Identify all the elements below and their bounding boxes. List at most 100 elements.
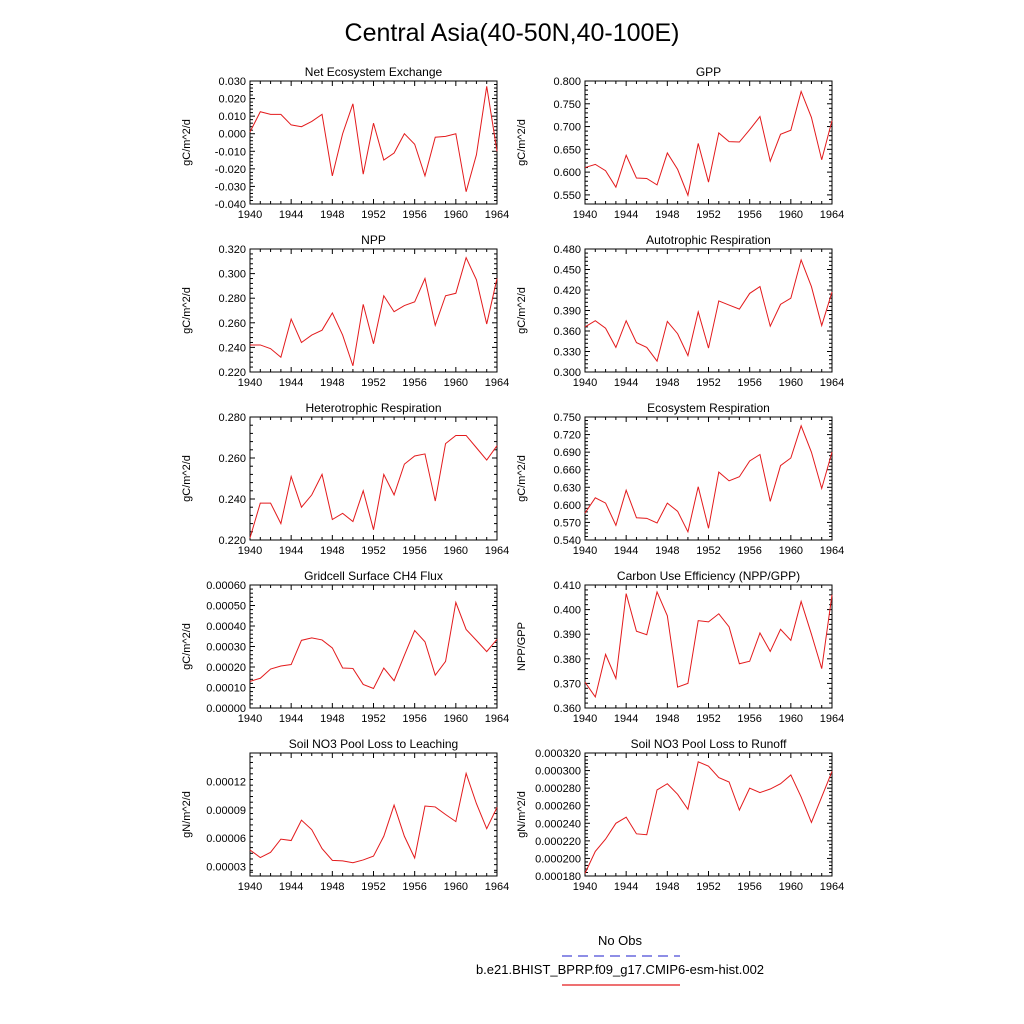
y-tick-label: 0.690 xyxy=(553,447,581,459)
y-tick-label: 0.540 xyxy=(553,535,581,547)
y-tick-label: 0.220 xyxy=(218,367,246,379)
series-line xyxy=(584,761,833,874)
plot-frame xyxy=(584,752,833,877)
x-tick-label: 1956 xyxy=(402,881,426,893)
chart-ecosystem-respiration: Ecosystem Respiration 1940 1944 1948 1952 195… xyxy=(516,401,844,557)
x-tick-label: 1960 xyxy=(444,545,468,557)
y-axis-label: gC/m^2/d xyxy=(181,455,193,502)
series-line xyxy=(249,600,498,690)
x-tick-label: 1940 xyxy=(238,713,262,725)
y-tick-label: 0.300 xyxy=(553,367,581,379)
chart-title: Net Ecosystem Exchange xyxy=(305,65,443,79)
y-tick-label: 0.750 xyxy=(553,412,581,424)
y-axis-label: gC/m^2/d xyxy=(516,287,528,334)
y-tick-label: 0.020 xyxy=(218,94,246,106)
y-tick-label: 0.480 xyxy=(553,244,581,256)
x-tick-label: 1956 xyxy=(402,713,426,725)
y-tick-label: 0.360 xyxy=(553,703,581,715)
chart-soil-no3-pool-loss-to-runoff: Soil NO3 Pool Loss to Runoff 1940 1944 1948… xyxy=(516,737,844,893)
x-tick-label: 1960 xyxy=(444,713,468,725)
y-tick-label: 0.550 xyxy=(553,190,581,202)
x-tick-label: 1952 xyxy=(361,209,385,221)
x-tick-label: 1948 xyxy=(655,545,679,557)
x-tick-label: 1952 xyxy=(696,209,720,221)
x-tick-label: 1944 xyxy=(279,881,303,893)
series-line xyxy=(249,434,498,539)
y-tick-label: 0.410 xyxy=(553,580,581,592)
y-axis-label: NPP/GPP xyxy=(516,622,528,671)
y-tick-label: 0.00050 xyxy=(206,601,246,613)
x-tick-label: 1956 xyxy=(737,713,761,725)
y-tick-label: 0.030 xyxy=(218,76,246,88)
chart-title: Autotrophic Respiration xyxy=(646,233,771,247)
chart-title: Ecosystem Respiration xyxy=(647,401,770,415)
y-tick-label: 0.000180 xyxy=(535,871,581,883)
x-tick-label: 1964 xyxy=(485,545,509,557)
y-tick-label: 0.00030 xyxy=(206,642,246,654)
x-tick-label: 1964 xyxy=(820,881,844,893)
y-tick-label: 0.370 xyxy=(553,678,581,690)
y-axis-label: gN/m^2/d xyxy=(516,791,528,838)
y-tick-label: 0.000220 xyxy=(535,836,581,848)
y-tick-label: -0.030 xyxy=(215,181,246,193)
x-tick-label: 1952 xyxy=(361,545,385,557)
chart-title: NPP xyxy=(361,233,386,247)
page-title: Central Asia(40-50N,40-100E) xyxy=(345,19,680,47)
y-tick-label: 0.000280 xyxy=(535,783,581,795)
x-tick-label: 1952 xyxy=(696,881,720,893)
y-tick-label: 0.00040 xyxy=(206,621,246,633)
x-tick-label: 1940 xyxy=(573,209,597,221)
y-tick-label: 0.00000 xyxy=(206,703,246,715)
x-tick-label: 1944 xyxy=(279,545,303,557)
chart-heterotrophic-respiration: Heterotrophic Respiration 1940 1944 1948 195… xyxy=(181,401,509,557)
x-tick-label: 1948 xyxy=(655,377,679,389)
chart-title: Gridcell Surface CH4 Flux xyxy=(304,569,443,583)
x-tick-label: 1944 xyxy=(279,713,303,725)
y-tick-label: -0.010 xyxy=(215,146,246,158)
y-tick-label: 0.380 xyxy=(553,654,581,666)
y-tick-label: 0.000 xyxy=(218,129,246,141)
y-tick-label: 0.570 xyxy=(553,517,581,529)
y-tick-label: 0.360 xyxy=(553,326,581,338)
x-tick-label: 1964 xyxy=(820,209,844,221)
chart-autotrophic-respiration: Autotrophic Respiration 1940 1944 1948 1952 1… xyxy=(516,233,844,389)
chart-title: Heterotrophic Respiration xyxy=(305,401,441,415)
y-tick-label: 0.00006 xyxy=(206,833,246,845)
x-tick-label: 1956 xyxy=(402,545,426,557)
y-tick-label: 0.750 xyxy=(553,99,581,111)
x-tick-label: 1944 xyxy=(614,881,638,893)
x-tick-label: 1956 xyxy=(737,209,761,221)
chart-gridcell-surface-ch4-flux: Gridcell Surface CH4 Flux 1940 1944 1948 195… xyxy=(181,569,509,725)
series-line xyxy=(250,256,498,367)
x-tick-label: 1952 xyxy=(696,545,720,557)
y-tick-label: 0.220 xyxy=(218,535,246,547)
legend: No Obs b.e21.BHIST_BPRP.f09_g17.CMIP6-es… xyxy=(476,933,764,986)
y-tick-label: 0.420 xyxy=(553,285,581,297)
x-tick-label: 1960 xyxy=(779,377,803,389)
x-tick-label: 1944 xyxy=(614,209,638,221)
y-tick-label: 0.260 xyxy=(218,318,246,330)
y-tick-label: 0.650 xyxy=(553,144,581,156)
y-tick-label: 0.010 xyxy=(218,111,246,123)
x-tick-label: 1952 xyxy=(361,713,385,725)
x-tick-label: 1956 xyxy=(737,545,761,557)
series-line xyxy=(584,590,833,699)
x-tick-label: 1960 xyxy=(779,209,803,221)
x-tick-label: 1964 xyxy=(820,377,844,389)
y-tick-label: 0.700 xyxy=(553,122,581,134)
x-tick-label: 1944 xyxy=(614,377,638,389)
x-tick-label: 1948 xyxy=(320,713,344,725)
chart-gpp: GPP 1940 1944 1948 1952 1956 1960 1964 0.550 0.60… xyxy=(516,65,844,221)
y-tick-label: 0.000240 xyxy=(535,818,581,830)
x-tick-label: 1960 xyxy=(444,881,468,893)
x-tick-label: 1948 xyxy=(655,881,679,893)
x-tick-label: 1940 xyxy=(573,881,597,893)
chart-title: Carbon Use Efficiency (NPP/GPP) xyxy=(617,569,800,583)
y-axis-label: gN/m^2/d xyxy=(181,791,193,838)
x-tick-label: 1952 xyxy=(361,881,385,893)
x-tick-label: 1940 xyxy=(573,377,597,389)
y-tick-label: 0.000200 xyxy=(535,853,581,865)
chart-soil-no3-pool-loss-to-leaching: Soil NO3 Pool Loss to Leaching 1940 1944 19… xyxy=(181,737,509,893)
x-tick-label: 1948 xyxy=(320,377,344,389)
